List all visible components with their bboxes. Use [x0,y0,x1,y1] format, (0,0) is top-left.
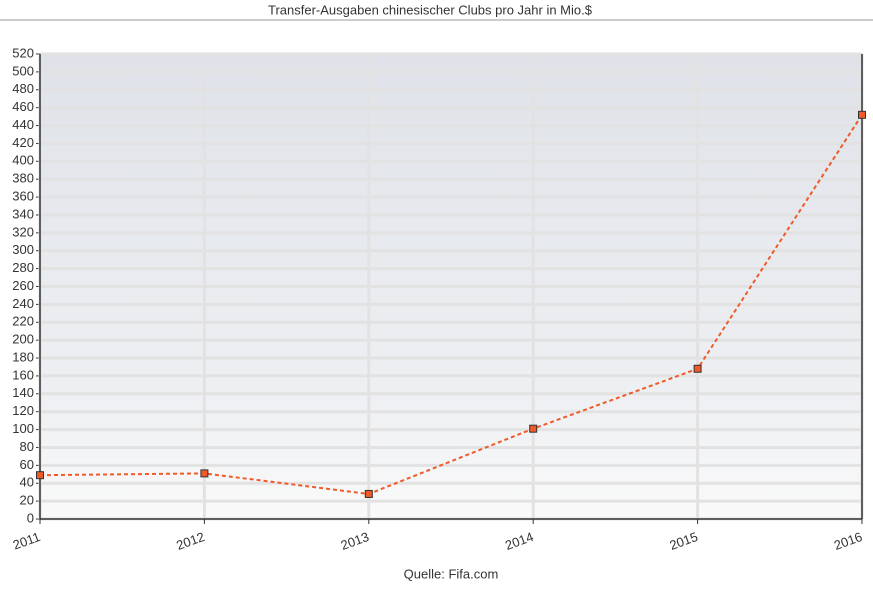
chart-title: Transfer-Ausgaben chinesischer Clubs pro… [268,2,593,17]
x-tick-label: 2012 [174,529,206,553]
y-tick-label: 40 [20,475,34,490]
point [364,489,373,498]
y-tick-label: 520 [12,45,34,60]
y-tick-label: 120 [12,403,34,418]
y-tick-label: 340 [12,206,34,221]
x-tick-label: 2015 [667,529,699,553]
y-tick-label: 400 [12,153,34,168]
y-tick-label: 160 [12,367,34,382]
point [529,424,538,433]
y-tick-label: 440 [12,117,34,132]
y-tick-label: 480 [12,81,34,96]
y-tick-label: 320 [12,224,34,239]
y-tick-label: 380 [12,171,34,186]
y-tick-label: 140 [12,385,34,400]
x-tick-label: 2014 [503,529,535,553]
y-tick-label: 260 [12,278,34,293]
y-tick-label: 220 [12,314,34,329]
point [693,364,702,373]
y-tick-label: 180 [12,349,34,364]
y-tick-label: 300 [12,242,34,257]
y-tick-label: 0 [27,510,34,525]
y-tick-label: 360 [12,189,34,204]
y-tick-label: 460 [12,99,34,114]
y-tick-label: 60 [20,457,34,472]
y-tick-label: 20 [20,493,34,508]
x-tick-label: 2013 [339,529,371,553]
y-tick-label: 200 [12,332,34,347]
point [36,471,44,480]
y-tick-label: 280 [12,260,34,275]
y-tick-label: 420 [12,135,34,150]
y-tick-label: 80 [20,439,34,454]
point [858,110,866,119]
x-tick-label: 2011 [11,529,42,553]
y-tick-label: 100 [12,421,34,436]
y-tick-label: 500 [12,63,34,78]
source: Quelle: Fifa.com [404,566,499,581]
point [200,469,209,478]
y-tick-label: 240 [12,296,34,311]
x-tick-label: 2016 [832,529,864,553]
